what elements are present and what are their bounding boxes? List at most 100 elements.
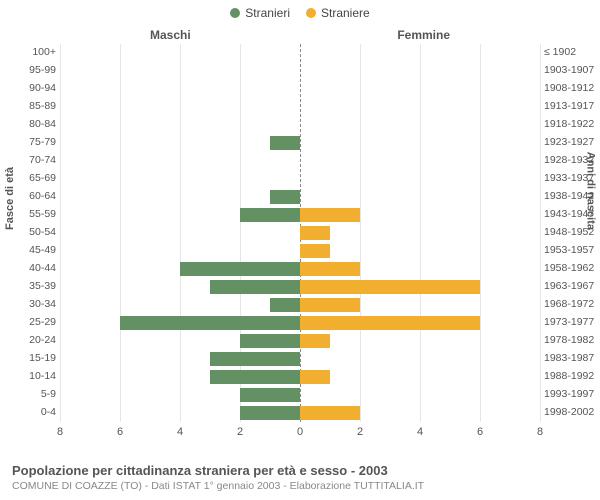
birth-year-label: 1933-1937	[544, 172, 594, 184]
legend-dot-icon	[230, 8, 240, 18]
chart-subtitle: COMUNE DI COAZZE (TO) - Dati ISTAT 1° ge…	[12, 480, 588, 492]
age-label: 95-99	[29, 64, 56, 76]
x-tick-label: 2	[237, 426, 243, 438]
birth-year-label: 1923-1927	[544, 136, 594, 148]
birth-year-label: 1943-1947	[544, 208, 594, 220]
age-label: 65-69	[29, 172, 56, 184]
population-pyramid-chart: Stranieri Straniere Maschi Femmine Fasce …	[0, 0, 600, 500]
x-tick-label: 4	[177, 426, 183, 438]
birth-year-label: 1988-1992	[544, 370, 594, 382]
bar-male	[240, 334, 300, 348]
legend: Stranieri Straniere	[0, 6, 600, 21]
bar-female	[300, 244, 330, 258]
chart-footer: Popolazione per cittadinanza straniera p…	[12, 463, 588, 492]
age-label: 35-39	[29, 280, 56, 292]
birth-year-label: 1948-1952	[544, 226, 594, 238]
bar-female	[300, 298, 360, 312]
bar-male	[240, 208, 300, 222]
age-row: 65-691933-1937	[60, 170, 540, 188]
age-row: 50-541948-1952	[60, 224, 540, 242]
x-tick-label: 6	[117, 426, 123, 438]
legend-item: Stranieri	[230, 6, 290, 20]
bar-male	[210, 370, 300, 384]
age-label: 85-89	[29, 100, 56, 112]
bar-female	[300, 262, 360, 276]
age-row: 0-41998-2002	[60, 404, 540, 422]
bar-female	[300, 370, 330, 384]
bar-female	[300, 208, 360, 222]
bar-male	[180, 262, 300, 276]
age-row: 10-141988-1992	[60, 368, 540, 386]
age-row: 90-941908-1912	[60, 80, 540, 98]
legend-item: Straniere	[306, 6, 370, 20]
birth-year-label: 1908-1912	[544, 82, 594, 94]
legend-dot-icon	[306, 8, 316, 18]
age-row: 30-341968-1972	[60, 296, 540, 314]
age-row: 5-91993-1997	[60, 386, 540, 404]
age-label: 55-59	[29, 208, 56, 220]
birth-year-label: 1963-1967	[544, 280, 594, 292]
age-label: 5-9	[41, 388, 56, 400]
age-label: 75-79	[29, 136, 56, 148]
age-row: 95-991903-1907	[60, 62, 540, 80]
birth-year-label: 1903-1907	[544, 64, 594, 76]
age-row: 35-391963-1967	[60, 278, 540, 296]
birth-year-label: 1993-1997	[544, 388, 594, 400]
header-females: Femmine	[397, 28, 450, 42]
birth-year-label: 1973-1977	[544, 316, 594, 328]
age-label: 40-44	[29, 262, 56, 274]
age-label: 100+	[32, 46, 56, 58]
birth-year-label: 1978-1982	[544, 334, 594, 346]
x-tick-label: 2	[357, 426, 363, 438]
birth-year-label: 1968-1972	[544, 298, 594, 310]
age-row: 75-791923-1927	[60, 134, 540, 152]
birth-year-label: 1938-1942	[544, 190, 594, 202]
x-tick-label: 8	[537, 426, 543, 438]
bar-male	[120, 316, 300, 330]
age-label: 30-34	[29, 298, 56, 310]
birth-year-label: 1928-1932	[544, 154, 594, 166]
age-row: 55-591943-1947	[60, 206, 540, 224]
age-label: 0-4	[41, 406, 56, 418]
age-label: 60-64	[29, 190, 56, 202]
birth-year-label: 1953-1957	[544, 244, 594, 256]
age-label: 25-29	[29, 316, 56, 328]
age-row: 85-891913-1917	[60, 98, 540, 116]
x-tick-label: 0	[297, 426, 303, 438]
plot-area: 864202468100+≤ 190295-991903-190790-9419…	[60, 44, 540, 422]
birth-year-label: 1913-1917	[544, 100, 594, 112]
age-row: 25-291973-1977	[60, 314, 540, 332]
bar-female	[300, 316, 480, 330]
age-row: 15-191983-1987	[60, 350, 540, 368]
age-row: 60-641938-1942	[60, 188, 540, 206]
age-label: 20-24	[29, 334, 56, 346]
chart-title: Popolazione per cittadinanza straniera p…	[12, 463, 588, 478]
age-row: 40-441958-1962	[60, 260, 540, 278]
birth-year-label: ≤ 1902	[544, 46, 576, 58]
bar-male	[270, 298, 300, 312]
birth-year-label: 1958-1962	[544, 262, 594, 274]
bar-male	[240, 406, 300, 420]
age-label: 70-74	[29, 154, 56, 166]
bar-female	[300, 280, 480, 294]
bar-male	[210, 352, 300, 366]
bar-female	[300, 406, 360, 420]
y-axis-title-age: Fasce di età	[4, 167, 16, 230]
birth-year-label: 1918-1922	[544, 118, 594, 130]
age-label: 45-49	[29, 244, 56, 256]
age-label: 80-84	[29, 118, 56, 130]
legend-label: Stranieri	[245, 6, 290, 20]
age-row: 45-491953-1957	[60, 242, 540, 260]
birth-year-label: 1983-1987	[544, 352, 594, 364]
x-tick-label: 8	[57, 426, 63, 438]
x-tick-label: 6	[477, 426, 483, 438]
legend-label: Straniere	[321, 6, 370, 20]
header-males: Maschi	[150, 28, 191, 42]
bar-male	[210, 280, 300, 294]
bar-male	[270, 190, 300, 204]
age-label: 15-19	[29, 352, 56, 364]
bar-male	[270, 136, 300, 150]
grid-line	[540, 44, 541, 422]
age-label: 10-14	[29, 370, 56, 382]
bar-female	[300, 226, 330, 240]
